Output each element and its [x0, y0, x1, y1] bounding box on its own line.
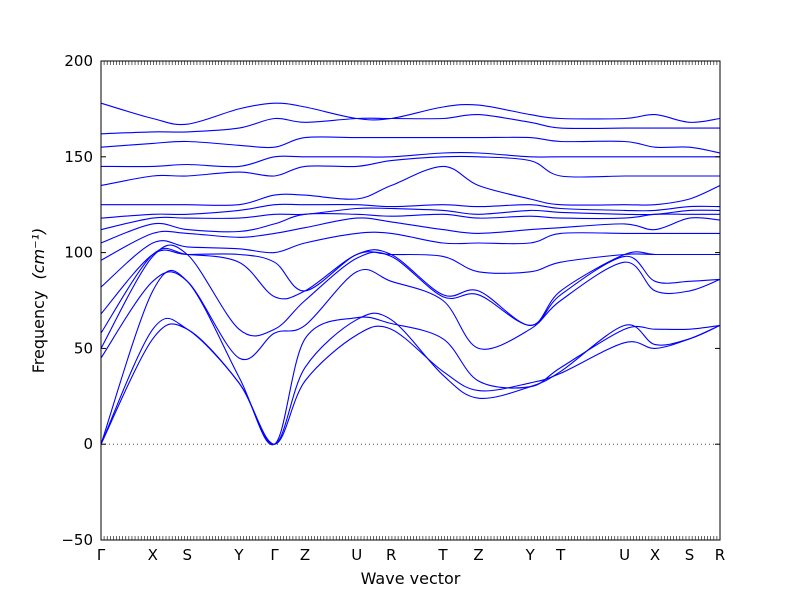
y-tick-label: 200	[64, 52, 93, 70]
phonon-band-7	[100, 249, 720, 315]
phonon-band-8	[100, 231, 720, 288]
phonon-band-6	[100, 247, 720, 334]
x-tick-label: Γ	[270, 546, 279, 564]
y-tick-label: 0	[83, 435, 93, 453]
y-tick-label: −50	[61, 531, 93, 549]
x-tick-label: R	[386, 546, 396, 564]
phonon-band-10	[100, 212, 720, 244]
axes-layer: −50 0 50 100 150 200 Γ X S Y Γ Z U R T Z Y T U X S R	[61, 52, 725, 564]
phonon-band-13	[101, 165, 721, 206]
y-tick-label: 150	[64, 148, 93, 166]
phonon-band-5	[100, 244, 721, 349]
phonon-band-3	[100, 270, 721, 446]
x-axis-label: Wave vector	[361, 569, 461, 588]
x-tick-label: T	[437, 546, 448, 564]
x-tick-label: U	[619, 546, 630, 564]
phonon-band-14	[100, 155, 720, 187]
y-tick-label: 100	[64, 244, 93, 262]
phonon-band-17	[100, 114, 720, 135]
plot-frame	[100, 60, 721, 541]
x-tick-label: Z	[300, 546, 310, 564]
x-tick-label: S	[182, 546, 192, 564]
phonon-band-15	[100, 151, 720, 168]
y-axis-label-text: Frequency	[29, 291, 48, 374]
x-tick-label: U	[351, 546, 362, 564]
phonon-band-12	[100, 203, 721, 219]
y-axis-label: Frequency (cm⁻¹)	[29, 228, 48, 373]
x-tick-label: Z	[473, 546, 483, 564]
x-tick-label: Y	[525, 546, 536, 564]
y-tick-label: 50	[74, 339, 93, 357]
phonon-band-1	[100, 323, 721, 445]
x-tick-label: S	[685, 546, 695, 564]
phonon-band-4	[100, 261, 721, 361]
x-tick-label: X	[650, 546, 660, 564]
x-tick-label: Γ	[97, 546, 106, 564]
phonon-band-18	[100, 102, 721, 126]
y-axis-label-unit: (cm⁻¹)	[29, 228, 48, 280]
phonon-band-16	[100, 136, 721, 154]
phonon-band-9	[100, 217, 721, 261]
x-tick-label: Y	[233, 546, 244, 564]
x-tick-label: T	[555, 546, 566, 564]
phonon-band-11	[100, 207, 721, 231]
bands-layer	[100, 102, 721, 446]
x-tick-label: X	[148, 546, 158, 564]
x-tick-label: R	[715, 546, 725, 564]
